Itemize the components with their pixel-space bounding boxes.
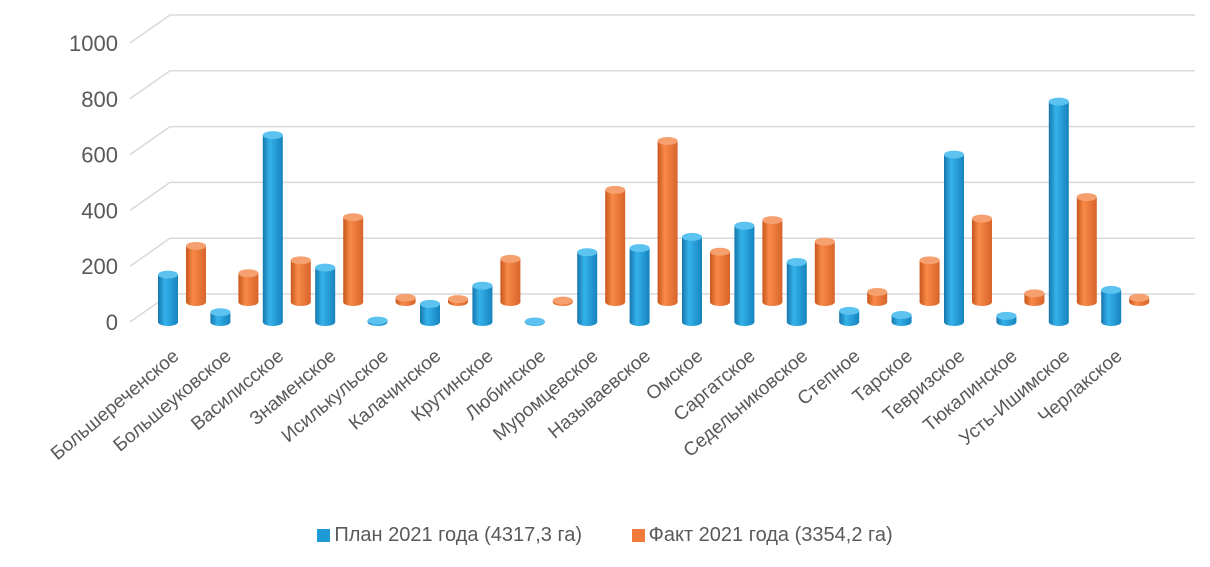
bar-fact-10	[657, 137, 678, 306]
bar-plan-1	[158, 270, 178, 326]
bar-plan-15	[891, 311, 912, 326]
y-tick-label: 600	[81, 143, 118, 168]
bar-plan-7	[472, 281, 493, 326]
bar-plan-11	[682, 232, 702, 326]
bar-plan-13	[786, 258, 807, 326]
bar-fact-3	[290, 256, 311, 306]
bar-plan-18	[1048, 97, 1069, 326]
legend: План 2021 года (4317,3 га) Факт 2021 год…	[0, 524, 1210, 548]
legend-swatch-fact	[631, 529, 645, 542]
bar-fact-18	[1076, 193, 1097, 306]
legend-label-plan: План 2021 года (4317,3 га)	[334, 524, 583, 546]
bar-plan-14	[839, 306, 860, 326]
gridline-depth	[129, 125, 171, 156]
bar-plan-10	[629, 244, 650, 326]
gridline-depth	[129, 181, 171, 212]
legend-swatch-plan	[317, 529, 331, 542]
bar-fact-11	[710, 247, 730, 306]
legend-label-fact: Факт 2021 года (3354,2 га)	[648, 524, 893, 546]
y-tick-label: 200	[81, 254, 118, 279]
bar-fact-6	[448, 295, 468, 306]
y-tick-label: 0	[106, 310, 118, 335]
y-tick-label: 1000	[69, 31, 118, 56]
legend-item-fact[interactable]: Факт 2021 года (3354,2 га)	[631, 524, 893, 547]
y-axis-ticks: 0 200 400 600 800 1000	[69, 31, 118, 335]
bar-fact-19	[1129, 293, 1150, 306]
bar-fact-4	[343, 213, 364, 306]
bar-fact-9	[605, 185, 626, 306]
bar-plan-3	[262, 131, 283, 326]
bar-plan-17	[996, 311, 1017, 326]
bar-fact-13	[814, 237, 835, 306]
y-tick-label: 400	[81, 198, 118, 223]
x-axis-labels: БольшереченскоеБольшеуковскоеВасилисское…	[47, 346, 1126, 465]
bar-plan-5	[367, 316, 388, 326]
bar-plan-6	[420, 299, 440, 326]
bar-plan-9	[577, 248, 598, 326]
bar-fact-14	[867, 287, 888, 306]
y-tick-label: 800	[81, 87, 118, 112]
bar-fact-12	[762, 216, 783, 306]
gridline-depth	[129, 70, 171, 100]
legend-item-plan[interactable]: План 2021 года (4317,3 га)	[317, 524, 582, 547]
bars	[158, 97, 1150, 326]
bar-plan-12	[734, 221, 755, 326]
bar-fact-1	[186, 241, 206, 306]
gridlines	[129, 14, 1195, 323]
bar-fact-8	[552, 296, 573, 306]
bar-fact-15	[919, 256, 940, 306]
gridline-depth	[129, 237, 171, 267]
bar-plan-2	[210, 308, 231, 326]
bar-plan-8	[524, 317, 545, 326]
bar-plan-4	[315, 263, 336, 326]
bar-plan-16	[944, 150, 964, 326]
gridline-depth	[129, 14, 171, 44]
bar-fact-16	[972, 214, 992, 306]
bar-fact-5	[395, 293, 416, 306]
bar-fact-7	[500, 254, 521, 306]
bar-fact-2	[238, 269, 259, 306]
bar-plan-19	[1101, 285, 1122, 326]
bar-fact-17	[1024, 289, 1045, 306]
